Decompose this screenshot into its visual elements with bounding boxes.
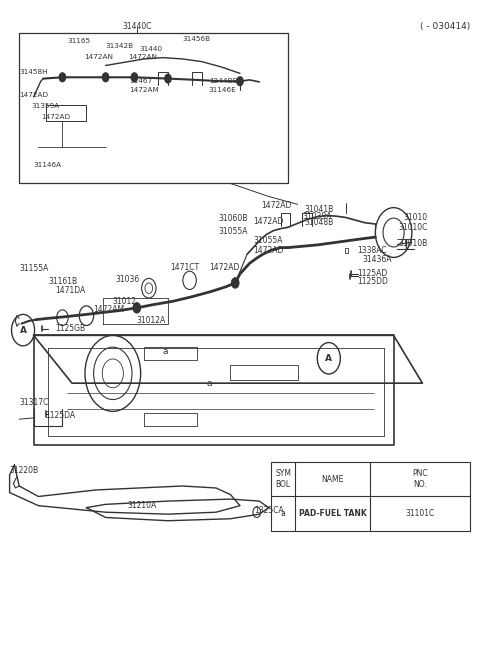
Text: 31436A: 31436A [362,255,392,264]
Text: 1472AD: 1472AD [41,113,70,120]
Text: 31048B: 31048B [305,218,334,227]
Text: PNC
NO.: PNC NO. [412,470,428,489]
Text: 31317C: 31317C [19,398,48,407]
Text: 31010B: 31010B [398,239,428,248]
Bar [19,33,288,183]
Text: NAME: NAME [321,475,344,483]
Circle shape [165,74,171,83]
Text: 1472AD: 1472AD [253,246,284,255]
Text: 1472AN: 1472AN [84,54,113,60]
Text: 31440: 31440 [139,46,162,52]
Text: 1472AM: 1472AM [94,305,125,314]
Circle shape [237,77,243,86]
Text: 31155A: 31155A [19,264,48,273]
Text: 31458H: 31458H [19,69,48,75]
Text: a: a [163,347,168,356]
Text: 31146E: 31146E [209,87,237,94]
Text: 31055A: 31055A [253,236,283,245]
Text: 31146A: 31146A [34,162,62,168]
Text: 1472AD: 1472AD [262,201,292,210]
Text: A: A [20,326,26,335]
Text: 1471DA: 1471DA [55,286,85,295]
Text: 1125AD: 1125AD [358,269,388,278]
Text: 31010C: 31010C [398,223,428,233]
Text: 31010: 31010 [403,213,427,222]
Text: 31012A: 31012A [137,316,166,326]
Text: 31060B: 31060B [218,214,248,223]
Text: 1472AD: 1472AD [209,263,239,272]
Text: 1325CA: 1325CA [254,506,284,515]
Text: 1125DD: 1125DD [358,277,388,286]
Text: 31055A: 31055A [218,227,248,236]
Circle shape [133,303,141,313]
Text: 31440C: 31440C [122,22,152,31]
Circle shape [59,73,66,82]
Text: 31165: 31165 [67,38,90,45]
Text: 31456B: 31456B [182,36,211,43]
Text: ( - 030414): ( - 030414) [420,22,470,31]
Text: 31342B: 31342B [106,43,134,49]
Text: 31036: 31036 [115,274,140,284]
Text: a: a [206,379,212,388]
Text: 1472AN: 1472AN [129,54,157,60]
Text: a: a [281,509,286,518]
Text: 1338AC: 1338AC [358,246,387,255]
Text: 31039A: 31039A [302,212,332,221]
Text: 1472AD: 1472AD [19,92,48,98]
Text: 31041B: 31041B [305,205,334,214]
Text: 1244BB: 1244BB [209,77,237,84]
Text: 31467: 31467 [130,77,153,84]
Text: A: A [325,354,332,363]
Text: 1125GB: 1125GB [55,324,85,333]
Text: 31012: 31012 [113,297,137,306]
Text: PAD-FUEL TANK: PAD-FUEL TANK [299,509,366,518]
Text: 1472AM: 1472AM [130,87,159,94]
Circle shape [231,278,239,288]
Text: 31161B: 31161B [48,277,77,286]
Text: 31101C: 31101C [406,509,434,518]
Text: 1125DA: 1125DA [46,411,76,421]
Text: SYM
BOL: SYM BOL [275,470,291,489]
Text: 31359A: 31359A [31,103,60,109]
Text: 31220B: 31220B [10,466,39,475]
Circle shape [131,73,138,82]
Circle shape [102,73,109,82]
Text: 1471CT: 1471CT [170,263,200,272]
Text: 31210A: 31210A [127,501,156,510]
Text: 1472AD: 1472AD [253,217,284,226]
